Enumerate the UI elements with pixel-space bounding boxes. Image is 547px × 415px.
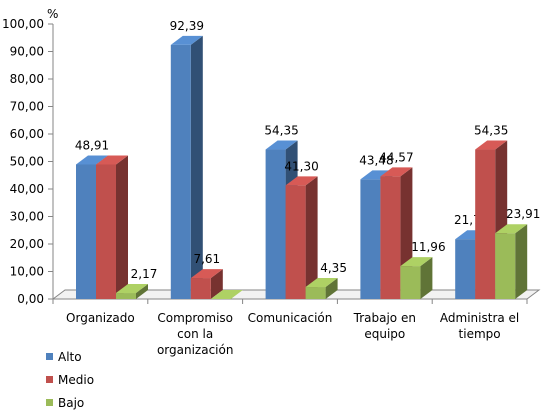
- x-category-label: Organizado: [66, 311, 135, 325]
- bar-top-face: [210, 290, 243, 299]
- bar-side-face: [305, 176, 318, 299]
- bar-top-face: [495, 224, 528, 234]
- data-label: 54,35: [474, 124, 508, 138]
- bar-bajo-3: [400, 257, 433, 299]
- bar-top-face: [360, 170, 393, 180]
- data-label: 92,39: [170, 19, 204, 33]
- bar-front-face: [400, 266, 421, 299]
- legend-swatch-alto: [46, 353, 53, 360]
- bar-top-face: [305, 278, 338, 288]
- bar-front-face: [96, 164, 116, 299]
- bar-bajo-2: [305, 278, 338, 299]
- bar-side-face: [515, 224, 528, 299]
- y-tick-label: 20,00: [10, 237, 44, 251]
- x-category-label: con la: [177, 327, 213, 341]
- legend-swatch-bajo: [46, 399, 53, 406]
- bar-top-face: [170, 35, 203, 45]
- y-tick-label: 70,00: [10, 100, 44, 114]
- x-category-label: Administra el: [440, 311, 519, 325]
- bar-bajo-1: [210, 290, 243, 299]
- x-category-label: organización: [157, 343, 234, 357]
- bar-top-face: [96, 155, 128, 165]
- bar-front-face: [116, 293, 136, 299]
- data-label: 7,61: [193, 252, 220, 266]
- bar-front-face: [265, 149, 286, 299]
- bar-side-face: [325, 278, 338, 299]
- y-tick-label: 40,00: [10, 182, 44, 196]
- bar-front-face: [475, 149, 496, 299]
- bar-front-face: [305, 287, 326, 299]
- bar-top-face: [380, 167, 413, 177]
- bar-side-face: [420, 257, 433, 299]
- data-label: 54,35: [264, 124, 298, 138]
- bar-front-face: [495, 233, 516, 299]
- bar-top-face: [400, 257, 433, 267]
- bar-front-face: [170, 44, 191, 299]
- bar-bajo-0: [116, 284, 148, 299]
- bar-front-face: [76, 164, 96, 299]
- bar-side-face: [210, 269, 223, 299]
- bar-front-face: [455, 239, 476, 299]
- legend-swatch-medio: [46, 376, 53, 383]
- y-tick-label: 100,00: [2, 17, 44, 31]
- bar-side-face: [190, 35, 203, 300]
- bar-medio-0: [96, 155, 128, 299]
- bar-front-face: [360, 179, 381, 299]
- bar-medio-1: [190, 269, 223, 299]
- data-label: 43,48: [359, 153, 393, 167]
- y-tick-label: 30,00: [10, 210, 44, 224]
- y-tick-label: 50,00: [10, 155, 44, 169]
- bar-top-face: [475, 140, 508, 150]
- bar-top-face: [116, 284, 148, 294]
- data-label: 4,35: [320, 261, 347, 275]
- bar-side-face: [136, 284, 148, 299]
- x-category-label: tiempo: [459, 327, 501, 341]
- y-unit-label: %: [47, 7, 58, 21]
- data-label: 2,17: [131, 267, 158, 281]
- legend-label-medio: Medio: [58, 373, 94, 387]
- bar-alto-1: [170, 35, 203, 300]
- bar-top-face: [190, 269, 223, 279]
- bar-top-face: [76, 155, 108, 165]
- data-label: 44,57: [379, 150, 413, 164]
- x-category-label: Trabajo en: [353, 311, 416, 325]
- bar-front-face: [190, 278, 211, 299]
- bar-side-face: [116, 155, 128, 299]
- bar-bajo-4: [495, 224, 528, 299]
- data-label: 48,91: [75, 138, 109, 152]
- x-category-label: Comunicación: [248, 311, 333, 325]
- bar-medio-2: [285, 176, 318, 299]
- bar-top-face: [285, 176, 318, 186]
- bar-front-face: [380, 176, 401, 299]
- y-tick-label: 80,00: [10, 72, 44, 86]
- y-tick-label: 90,00: [10, 45, 44, 59]
- x-category-label: equipo: [364, 327, 405, 341]
- data-label: 23,91: [506, 207, 540, 221]
- x-category-label: Compromiso: [157, 311, 233, 325]
- bar-front-face: [285, 185, 306, 299]
- legend-label-alto: Alto: [58, 350, 82, 364]
- data-label: 41,30: [284, 159, 318, 173]
- legend-label-bajo: Bajo: [58, 396, 84, 410]
- y-tick-label: 60,00: [10, 127, 44, 141]
- bar-top-face: [265, 140, 298, 150]
- y-tick-label: 10,00: [10, 265, 44, 279]
- data-label: 11,96: [411, 240, 445, 254]
- y-tick-label: 0,00: [17, 292, 44, 306]
